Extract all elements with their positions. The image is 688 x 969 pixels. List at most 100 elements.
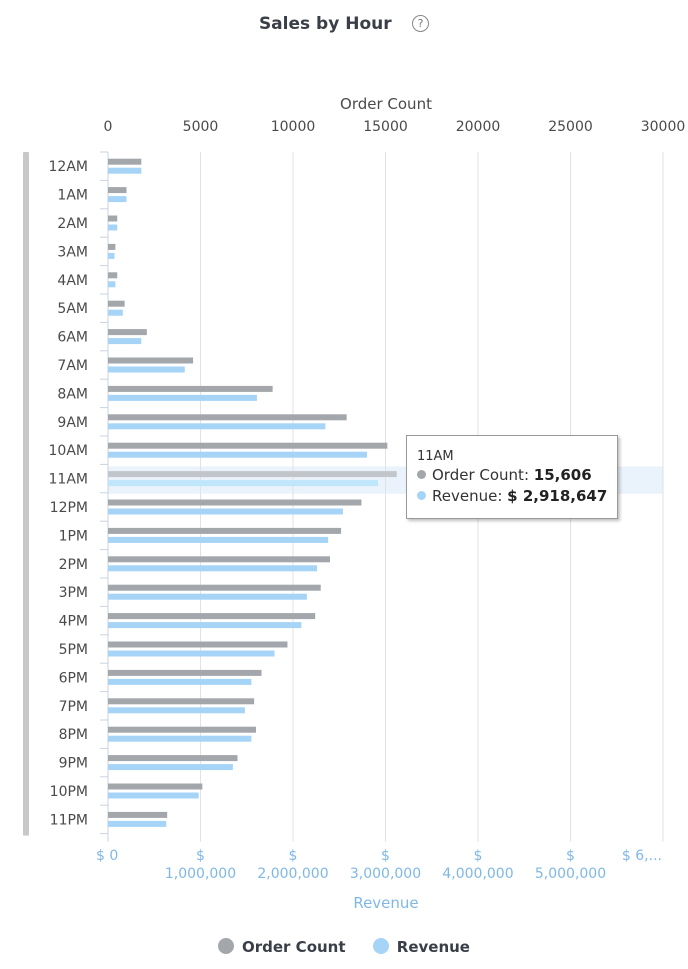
revenue-bar	[108, 423, 326, 430]
revenue-legend-icon	[372, 938, 389, 954]
help-icon[interactable]: ?	[412, 15, 430, 32]
order-count-bar	[108, 442, 388, 449]
order-count-bar	[108, 300, 125, 307]
sales-by-hour-chart: 0 5000 10000 15000 20000 25000 30000 Order Coun…	[23, 95, 686, 912]
category-label: 10AM	[49, 443, 88, 459]
chart-title-bar: Sales by Hour ?	[0, 14, 688, 34]
category-label: 1PM	[59, 528, 88, 544]
revenue-bar	[108, 735, 252, 742]
revenue-bar	[108, 678, 252, 685]
tooltip-value: $ 2,918,647	[507, 487, 608, 505]
revenue-bar	[108, 593, 307, 600]
bottom-axis-title: Revenue	[353, 894, 418, 912]
revenue-bar	[108, 224, 118, 231]
category-label: 11PM	[50, 812, 88, 828]
bottom-tick-label: $	[566, 848, 575, 864]
top-tick-label: 0	[104, 119, 113, 135]
legend-label: Revenue	[396, 938, 470, 956]
bottom-tick-label: $	[289, 848, 298, 864]
order-count-bar	[108, 158, 142, 165]
category-label: 10PM	[50, 784, 88, 800]
revenue-bar	[108, 196, 127, 203]
bottom-tick-label: 2,000,000	[257, 866, 328, 882]
order-count-bar	[108, 726, 256, 733]
tooltip-category: 11AM	[417, 449, 454, 464]
category-label: 9AM	[57, 415, 88, 431]
order-count-bar	[108, 499, 362, 506]
order-count-bar	[108, 641, 288, 648]
category-label: 8AM	[57, 386, 88, 402]
chart-tooltip: 11AM Order Count: 15,606 Revenue: $ 2,91…	[406, 435, 618, 519]
order-count-dot-icon	[417, 470, 426, 479]
order-count-bar	[108, 613, 316, 620]
order-count-bar	[108, 755, 238, 762]
tooltip-value: 15,606	[533, 466, 592, 484]
top-tick-label: 5000	[183, 119, 219, 135]
order-count-bar	[108, 556, 330, 563]
revenue-bar	[108, 508, 343, 515]
category-label: 7AM	[57, 358, 88, 374]
revenue-bar	[108, 366, 185, 373]
order-count-bar	[108, 584, 321, 591]
order-count-bar	[108, 669, 262, 676]
bottom-tick-label: 4,000,000	[442, 866, 513, 882]
tooltip-row-order-count: Order Count: 15,606	[417, 466, 592, 484]
top-tick-label: 10000	[271, 119, 316, 135]
revenue-bar	[108, 650, 275, 657]
bottom-tick-label: 3,000,000	[350, 866, 421, 882]
order-count-bar	[108, 243, 116, 250]
top-tick-label: 30000	[641, 119, 686, 135]
order-count-bar	[108, 357, 194, 364]
revenue-bar	[108, 338, 142, 345]
revenue-bar	[108, 309, 123, 316]
category-label: 9PM	[59, 756, 88, 772]
bottom-tick-label: $ 6,...	[622, 848, 662, 864]
order-count-bar	[108, 783, 203, 790]
order-count-legend-icon	[218, 938, 234, 954]
order-count-bar	[108, 329, 147, 336]
order-count-bar	[108, 811, 168, 818]
legend-item-order-count[interactable]: Order Count	[218, 938, 346, 956]
category-label: 5AM	[57, 301, 88, 317]
bottom-tick-label: 5,000,000	[535, 866, 606, 882]
revenue-bar	[108, 565, 318, 572]
bottom-tick-label: 1,000,000	[165, 866, 236, 882]
top-tick-label: 20000	[456, 119, 501, 135]
top-axis-title: Order Count	[340, 95, 432, 113]
revenue-bar	[108, 480, 378, 487]
revenue-bar	[108, 394, 257, 401]
bottom-tick-label: $	[381, 848, 390, 864]
category-label: 8PM	[59, 727, 88, 743]
category-label: 5PM	[59, 642, 88, 658]
category-label: 6PM	[59, 670, 88, 686]
bottom-tick-label: $	[474, 848, 483, 864]
order-count-bar	[108, 215, 118, 222]
revenue-bar	[108, 281, 116, 288]
category-label: 3AM	[57, 244, 88, 260]
order-count-bar	[108, 385, 273, 392]
revenue-bar	[108, 536, 329, 543]
legend-item-revenue[interactable]: Revenue	[372, 938, 470, 956]
revenue-dot-icon	[417, 491, 426, 500]
revenue-bar	[108, 820, 167, 827]
revenue-bar	[108, 451, 367, 458]
category-label: 1AM	[57, 188, 88, 204]
category-label: 3PM	[59, 585, 88, 601]
scrollbar	[23, 152, 29, 836]
category-label: 6AM	[57, 330, 88, 346]
revenue-bar	[108, 764, 233, 771]
category-label: 12AM	[49, 159, 88, 175]
top-tick-label: 25000	[548, 119, 593, 135]
tooltip-label: Order Count:	[432, 466, 529, 484]
category-label: 4AM	[57, 273, 88, 289]
order-count-bar	[108, 471, 397, 478]
category-label: 2PM	[59, 557, 88, 573]
tooltip-label: Revenue:	[432, 487, 503, 505]
bottom-tick-label: $	[196, 848, 205, 864]
chart-legend: Order Count Revenue	[0, 938, 688, 956]
order-count-bar	[108, 414, 347, 421]
category-label: 2AM	[57, 216, 88, 232]
order-count-bar	[108, 527, 342, 534]
legend-label: Order Count	[242, 938, 346, 956]
top-tick-label: 15000	[363, 119, 408, 135]
